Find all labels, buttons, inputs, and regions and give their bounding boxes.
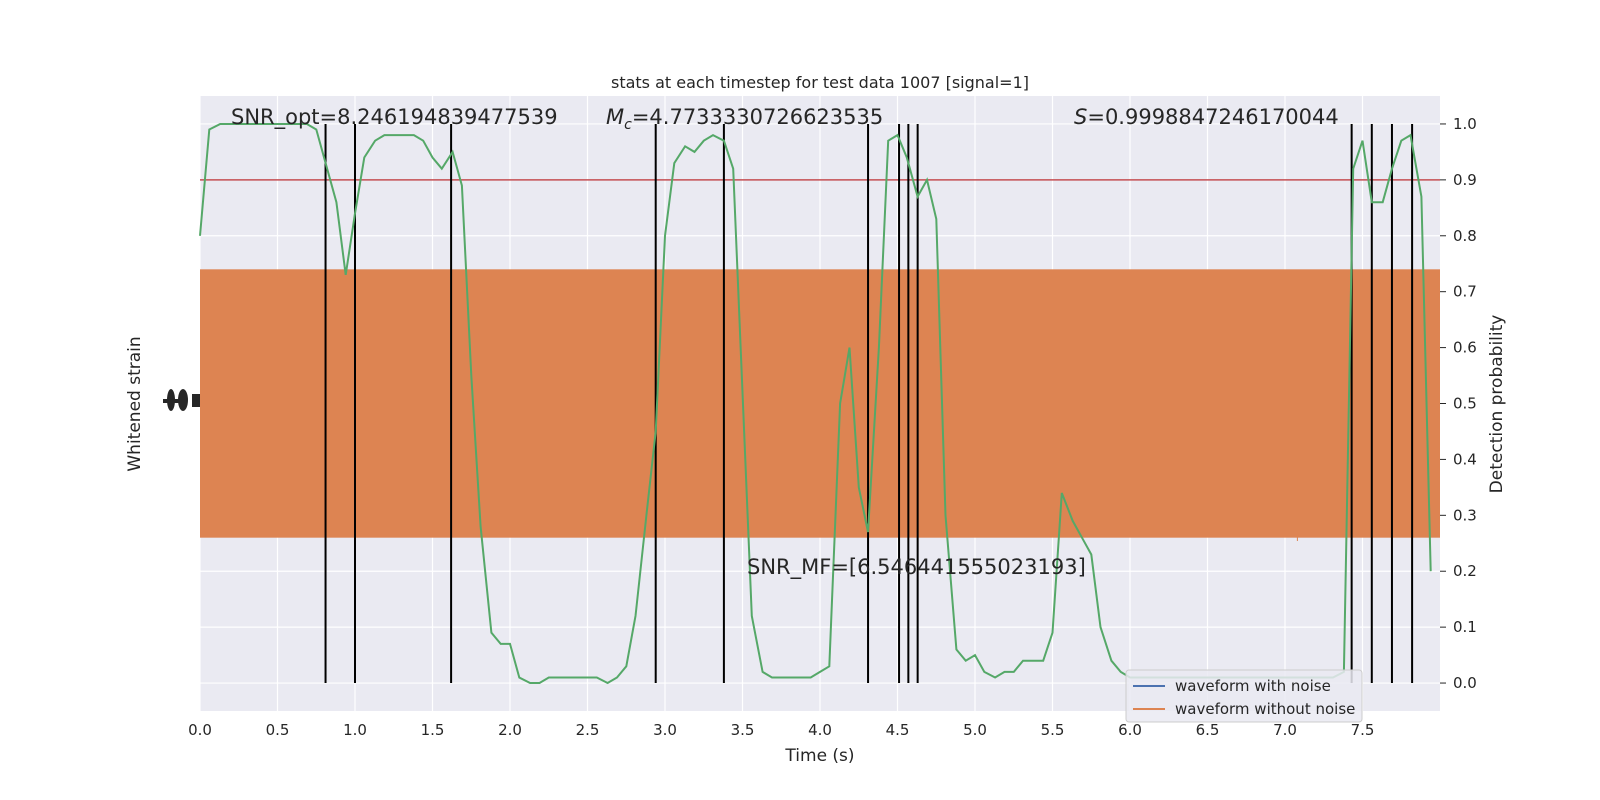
right-tick-label: 0.1 (1453, 618, 1477, 636)
x-tick-label: 4.5 (886, 721, 910, 739)
s-value: =0.9998847246170044 (1087, 105, 1338, 129)
right-tick-label: 0.9 (1453, 171, 1477, 189)
chirp-mass-symbol: M (606, 105, 624, 129)
x-axis-label: Time (s) (784, 746, 854, 766)
left-axis-clutter (163, 389, 200, 411)
right-tick-label: 0.7 (1453, 283, 1477, 301)
x-tick-label: 6.0 (1118, 721, 1142, 739)
chart-title: stats at each timestep for test data 100… (611, 73, 1029, 92)
x-tick-label: 3.5 (731, 721, 755, 739)
left-axis-clutter-blob-2 (178, 389, 188, 411)
x-tick-label: 7.5 (1351, 721, 1375, 739)
x-tick-label: 0.0 (188, 721, 212, 739)
strain-waveform-group (200, 269, 1440, 542)
x-tick-label: 2.0 (498, 721, 522, 739)
right-tick-label: 0.0 (1453, 674, 1477, 692)
x-tick-label: 4.0 (808, 721, 832, 739)
x-tick-label: 6.5 (1196, 721, 1220, 739)
snr-mf-annotation: SNR_MF=[6.546441555023193] (747, 555, 1086, 580)
snr-opt-annotation: SNR_opt=8.246194839477539 (231, 105, 558, 130)
right-tick-label: 0.6 (1453, 339, 1477, 357)
chirp-mass-subscript: c (624, 117, 632, 133)
right-tick-label: 0.2 (1453, 562, 1477, 580)
left-axis-label: Whitened strain (125, 336, 145, 471)
chirp-mass-value: =4.7733330726623535 (632, 105, 883, 129)
right-tick-label: 0.4 (1453, 450, 1477, 468)
x-tick-label: 3.0 (653, 721, 677, 739)
left-axis-clutter-blob-1 (167, 389, 175, 411)
x-tick-label: 1.0 (343, 721, 367, 739)
chirp-mass-annotation: Mc=4.7733330726623535 (606, 105, 883, 133)
right-tick-label: 1.0 (1453, 115, 1477, 133)
s-symbol: S (1074, 105, 1087, 129)
legend-label-waveform-without-noise: waveform without noise (1175, 700, 1355, 718)
strain-waveform-core (200, 269, 1440, 538)
x-tick-label: 2.5 (576, 721, 600, 739)
legend: waveform with noise waveform without noi… (1125, 669, 1363, 723)
s-annotation: S=0.9998847246170044 (1074, 105, 1339, 129)
right-tick-label: 0.8 (1453, 227, 1477, 245)
right-axis-label: Detection probability (1487, 315, 1507, 494)
left-axis-clutter-block (192, 394, 200, 407)
right-axis-ticks: 0.0 0.1 0.2 0.3 0.4 0.5 0.6 0.7 0.8 0.9 1.0 (1440, 115, 1477, 692)
x-tick-label: 5.5 (1041, 721, 1065, 739)
x-tick-label: 0.5 (266, 721, 290, 739)
detection-markers (324, 123, 1414, 684)
x-tick-label: 1.5 (421, 721, 445, 739)
x-axis-ticks: 0.0 0.5 1.0 1.5 2.0 2.5 3.0 3.5 4.0 4.5 5.0 5.5 6.0 6… (188, 721, 1374, 739)
right-tick-label: 0.3 (1453, 506, 1477, 524)
x-tick-label: 5.0 (963, 721, 987, 739)
legend-box (1125, 669, 1363, 723)
right-tick-label: 0.5 (1453, 395, 1477, 413)
legend-label-waveform-with-noise: waveform with noise (1175, 677, 1331, 695)
x-tick-label: 7.0 (1273, 721, 1297, 739)
